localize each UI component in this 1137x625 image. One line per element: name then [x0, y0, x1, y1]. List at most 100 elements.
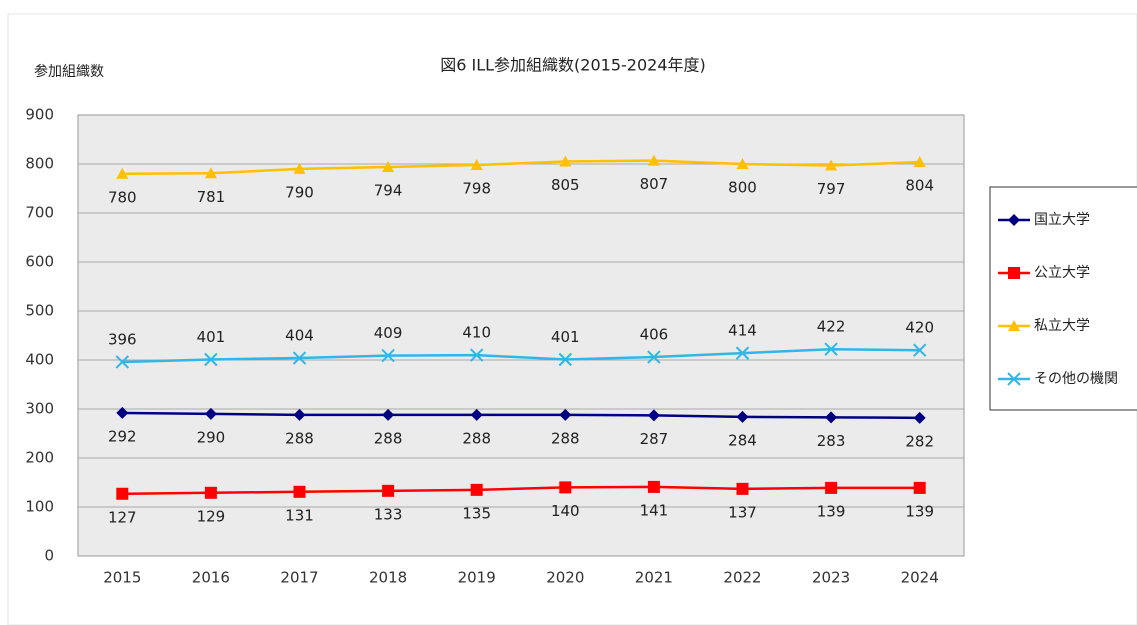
data-label: 807 [640, 175, 669, 193]
data-label: 780 [108, 188, 137, 206]
marker [204, 486, 217, 499]
data-label: 127 [108, 508, 137, 526]
data-label: 414 [728, 322, 757, 340]
marker [1008, 320, 1020, 331]
data-label: 133 [374, 505, 403, 523]
marker [292, 351, 307, 365]
series-line [122, 347, 920, 364]
legend-label: 国立大学 [1034, 212, 1090, 228]
data-label: 800 [728, 179, 757, 197]
series-line [122, 485, 920, 496]
y-tick-label: 400 [25, 351, 54, 369]
x-tick-label: 2017 [280, 569, 318, 587]
marker [559, 481, 572, 494]
marker [469, 348, 484, 362]
marker [647, 409, 660, 422]
x-tick-label: 2021 [635, 569, 673, 587]
marker [559, 408, 572, 421]
x-tick-label: 2019 [458, 569, 496, 587]
y-tick-label: 600 [25, 253, 54, 271]
legend-label: 公立大学 [1034, 265, 1090, 281]
marker [204, 352, 218, 367]
marker [736, 482, 749, 495]
marker [912, 343, 927, 357]
data-label: 288 [374, 429, 403, 447]
x-tick-label: 2015 [103, 569, 141, 587]
data-label: 805 [551, 176, 580, 194]
marker [293, 485, 306, 498]
marker [913, 481, 926, 494]
marker [381, 348, 395, 363]
x-tick-label: 2020 [546, 569, 584, 587]
marker [647, 480, 660, 493]
legend-label: その他の機関 [1034, 371, 1118, 387]
marker [824, 342, 838, 356]
data-label: 410 [462, 324, 491, 342]
data-label: 396 [108, 330, 137, 348]
data-label: 790 [285, 183, 314, 201]
data-label: 140 [551, 502, 580, 520]
data-label: 284 [728, 431, 757, 449]
marker [647, 350, 661, 364]
data-label: 794 [374, 181, 403, 199]
marker [115, 355, 130, 369]
marker [470, 408, 483, 421]
data-label: 283 [817, 432, 846, 450]
data-label: 409 [374, 324, 403, 342]
marker [382, 408, 395, 421]
data-label: 401 [551, 328, 580, 346]
data-label: 797 [817, 180, 846, 198]
data-label: 422 [817, 318, 846, 336]
data-label: 404 [285, 327, 314, 345]
marker [647, 154, 660, 166]
series-line [122, 411, 920, 420]
marker [382, 160, 395, 172]
data-label: 139 [817, 502, 846, 520]
marker [116, 487, 129, 500]
y-axis-label: 参加組織数 [34, 63, 104, 80]
marker [913, 156, 926, 168]
marker [116, 406, 129, 419]
marker [293, 162, 306, 174]
data-label: 287 [640, 430, 669, 448]
y-tick-label: 300 [25, 400, 54, 418]
marker [1008, 214, 1020, 226]
data-label: 798 [462, 179, 491, 197]
marker [1008, 267, 1020, 279]
data-label: 135 [462, 504, 491, 522]
marker [382, 484, 395, 497]
data-label: 141 [640, 501, 669, 519]
data-label: 288 [551, 429, 580, 447]
marker [825, 159, 838, 171]
legend [989, 186, 1137, 411]
data-label: 401 [197, 328, 226, 346]
plot-area [77, 114, 965, 557]
y-tick-label: 900 [25, 106, 54, 124]
marker [558, 352, 573, 367]
data-label: 137 [728, 503, 757, 521]
x-tick-label: 2024 [901, 569, 939, 587]
marker [470, 483, 483, 496]
data-label: 420 [905, 319, 934, 337]
marker [735, 346, 750, 360]
y-tick-label: 800 [25, 155, 54, 173]
data-label: 406 [640, 326, 669, 344]
marker [736, 410, 749, 423]
data-label: 131 [285, 506, 314, 524]
y-tick-label: 0 [44, 547, 54, 565]
marker [1007, 372, 1021, 386]
x-tick-label: 2022 [723, 569, 761, 587]
legend-label: 私立大学 [1034, 318, 1090, 334]
marker [559, 155, 572, 167]
y-tick-label: 500 [25, 302, 54, 320]
y-tick-label: 200 [25, 449, 54, 467]
marker [116, 167, 129, 179]
y-tick-label: 100 [25, 498, 54, 516]
marker [470, 158, 483, 170]
data-label: 129 [197, 507, 226, 525]
data-label: 139 [905, 502, 934, 520]
series-line [122, 159, 920, 176]
data-label: 290 [197, 428, 226, 446]
data-label: 288 [462, 429, 491, 447]
marker [204, 407, 217, 420]
